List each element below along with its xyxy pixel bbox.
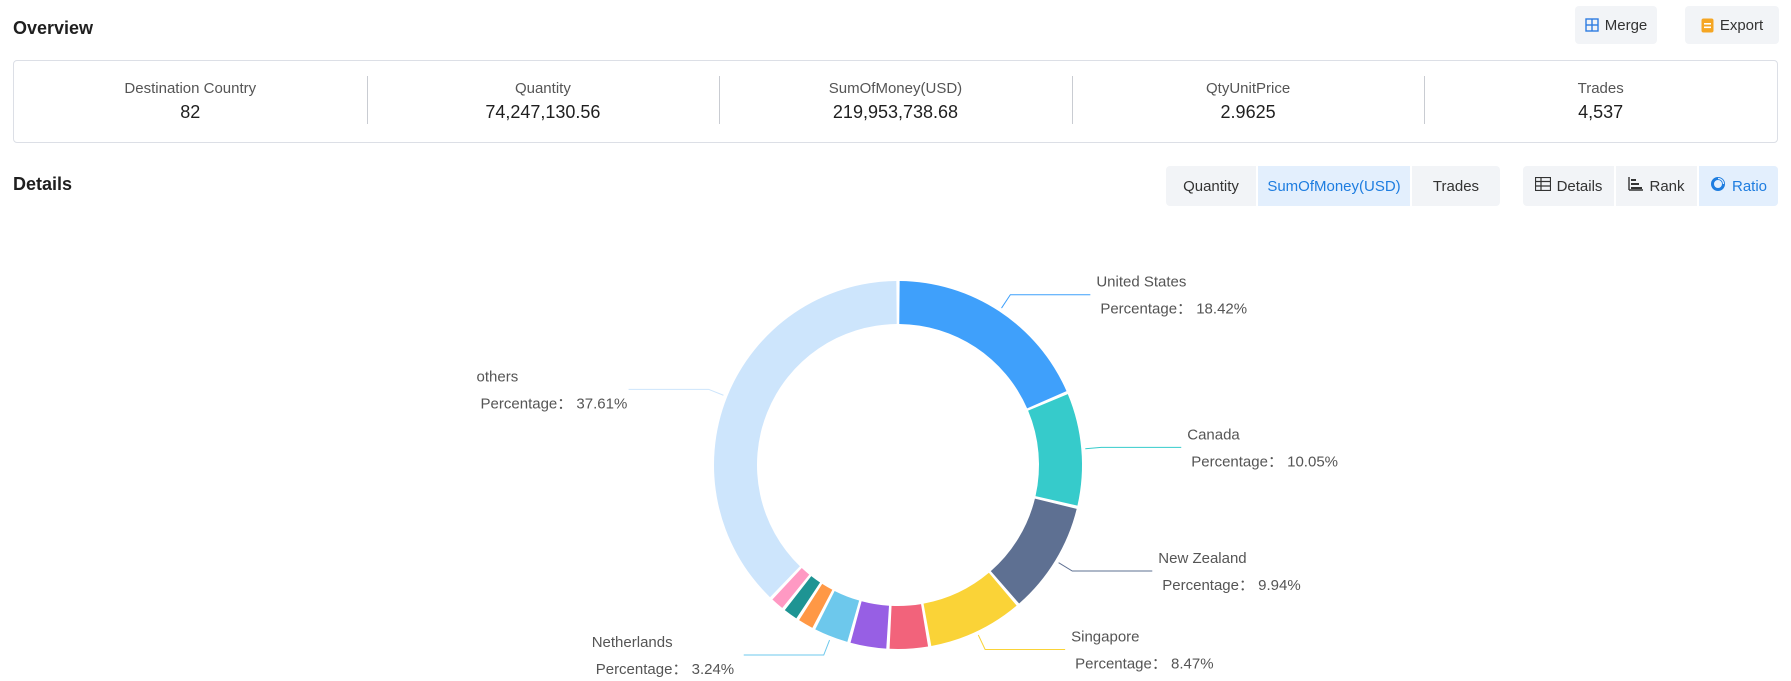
bar-chart-icon	[1628, 177, 1644, 195]
view-label: Rank	[1649, 177, 1685, 195]
stat-label: SumOfMoney(USD)	[828, 80, 963, 97]
overview-summary: Destination Country 82 Quantity 74,247,1…	[13, 60, 1778, 143]
stat-label: Destination Country	[124, 80, 257, 97]
pie-chart-icon	[1710, 176, 1726, 196]
slice-label-canada: Canada	[1187, 426, 1240, 443]
slice-percentage-others: Percentage： 37.61%	[481, 395, 628, 412]
slice-label-netherlands: Netherlands	[592, 634, 673, 651]
merge-icon	[1585, 18, 1599, 32]
slice-minor-7[interactable]	[799, 583, 833, 628]
slice-percentage-canada: Percentage： 10.05%	[1191, 453, 1338, 470]
slice-united-states[interactable]	[899, 281, 1067, 409]
tab-sum-of-money[interactable]: SumOfMoney(USD)	[1256, 166, 1410, 206]
view-label: Ratio	[1731, 177, 1768, 195]
leader-line-new-zealand	[1058, 562, 1153, 572]
ratio-donut-chart: United States Percentage： 18.42% Canada Per…	[477, 274, 1338, 678]
metric-tabs: Quantity SumOfMoney(USD) Trades	[1166, 166, 1500, 206]
stat-label: Trades	[1577, 80, 1624, 97]
slice-label-new-zealand: New Zealand	[1158, 550, 1246, 567]
merge-label: Merge	[1604, 16, 1648, 34]
stat-value: 219,953,738.68	[832, 102, 959, 122]
stat-value: 74,247,130.56	[485, 102, 601, 122]
stat-destination-country: Destination Country 82	[14, 61, 367, 142]
leader-line-singapore	[977, 634, 1066, 650]
tab-label: SumOfMoney(USD)	[1267, 177, 1401, 195]
slice-percentage-united-states: Percentage： 18.42%	[1100, 301, 1247, 318]
stat-quantity: Quantity 74,247,130.56	[366, 61, 720, 142]
export-icon	[1701, 18, 1714, 33]
slice-percentage-new-zealand: Percentage： 9.94%	[1162, 577, 1300, 594]
slice-minor-9[interactable]	[772, 568, 810, 609]
slice-netherlands[interactable]	[815, 590, 860, 642]
tab-quantity[interactable]: Quantity	[1166, 166, 1256, 206]
slice-label-united-states: United States	[1096, 274, 1186, 291]
leader-line-netherlands	[743, 639, 831, 656]
stat-value: 82	[180, 102, 201, 122]
tab-label: Trades	[1432, 177, 1480, 195]
slice-percentage-singapore: Percentage： 8.47%	[1075, 655, 1213, 672]
stat-label: Quantity	[514, 80, 571, 97]
leader-line-others	[628, 388, 724, 396]
table-icon	[1534, 176, 1551, 195]
leader-line-canada	[1085, 446, 1182, 450]
view-rank-button[interactable]: Rank	[1614, 166, 1697, 206]
slice-label-singapore: Singapore	[1071, 628, 1139, 645]
stat-trades: Trades 4,537	[1424, 61, 1777, 142]
stat-value: 4,537	[1578, 102, 1624, 122]
export-button[interactable]: Export	[1685, 6, 1779, 44]
export-label: Export	[1719, 16, 1764, 34]
merge-button[interactable]: Merge	[1575, 6, 1657, 44]
slice-label-others: others	[477, 368, 519, 385]
slice-others[interactable]	[713, 281, 897, 598]
overview-title: Overview	[13, 18, 94, 38]
slice-new-zealand[interactable]	[990, 498, 1077, 604]
stat-qty-unit-price: QtyUnitPrice 2.9625	[1071, 61, 1425, 142]
slice-minor-4[interactable]	[889, 604, 929, 649]
view-tabs: Details Rank Ratio	[1523, 166, 1778, 206]
slice-singapore[interactable]	[923, 572, 1017, 646]
slice-canada[interactable]	[1028, 394, 1082, 506]
view-label: Details	[1556, 177, 1603, 195]
slice-minor-8[interactable]	[784, 576, 821, 619]
tab-label: Quantity	[1183, 177, 1239, 195]
slice-minor-5[interactable]	[850, 601, 890, 649]
slice-percentage-netherlands: Percentage： 3.24%	[596, 661, 734, 678]
stat-value: 2.9625	[1220, 102, 1276, 122]
stat-label: QtyUnitPrice	[1205, 80, 1291, 97]
details-title: Details	[13, 174, 73, 194]
tab-trades[interactable]: Trades	[1410, 166, 1500, 206]
stat-sum-of-money: SumOfMoney(USD) 219,953,738.68	[719, 61, 1072, 142]
view-details-button[interactable]: Details	[1523, 166, 1614, 206]
view-ratio-button[interactable]: Ratio	[1697, 166, 1778, 206]
leader-line-united-states	[1001, 294, 1091, 309]
